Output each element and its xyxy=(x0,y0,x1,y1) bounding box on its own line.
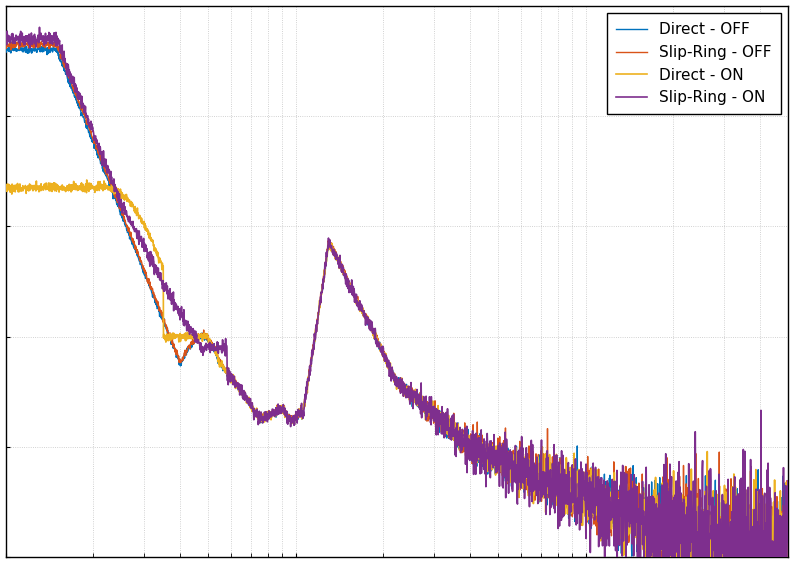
Direct - ON xyxy=(137,215,146,222)
Slip-Ring - ON xyxy=(91,133,100,140)
Legend: Direct - OFF, Slip-Ring - OFF, Direct - ON, Slip-Ring - ON: Direct - OFF, Slip-Ring - OFF, Direct - … xyxy=(607,13,781,114)
Line: Direct - ON: Direct - ON xyxy=(6,180,788,557)
Slip-Ring - ON xyxy=(301,384,310,391)
Direct - ON xyxy=(784,530,793,537)
Slip-Ring - ON xyxy=(137,236,146,243)
Slip-Ring - OFF xyxy=(335,260,345,267)
Direct - OFF xyxy=(1,44,10,51)
Slip-Ring - ON xyxy=(35,24,44,30)
Direct - OFF xyxy=(301,391,310,398)
Slip-Ring - OFF xyxy=(137,258,146,265)
Line: Slip-Ring - ON: Slip-Ring - ON xyxy=(6,27,788,557)
Slip-Ring - OFF xyxy=(18,38,28,44)
Slip-Ring - OFF xyxy=(91,138,100,145)
Slip-Ring - OFF xyxy=(634,553,643,560)
Line: Slip-Ring - OFF: Slip-Ring - OFF xyxy=(6,41,788,557)
Direct - ON xyxy=(1,187,10,194)
Slip-Ring - OFF xyxy=(684,553,694,560)
Direct - OFF xyxy=(335,264,345,271)
Direct - ON xyxy=(301,390,310,396)
Direct - ON xyxy=(635,553,645,560)
Slip-Ring - ON xyxy=(600,553,610,560)
Slip-Ring - ON xyxy=(1,37,10,44)
Slip-Ring - OFF xyxy=(301,387,310,394)
Direct - ON xyxy=(684,511,694,518)
Slip-Ring - OFF xyxy=(769,548,778,555)
Direct - ON xyxy=(335,262,345,269)
Line: Direct - OFF: Direct - OFF xyxy=(6,46,788,557)
Direct - ON xyxy=(91,185,100,191)
Slip-Ring - ON xyxy=(684,553,694,560)
Slip-Ring - ON xyxy=(335,252,345,259)
Slip-Ring - OFF xyxy=(1,40,10,47)
Slip-Ring - ON xyxy=(769,540,778,547)
Direct - OFF xyxy=(137,262,146,269)
Direct - OFF xyxy=(643,553,653,560)
Slip-Ring - ON xyxy=(784,553,793,560)
Direct - OFF xyxy=(769,553,778,560)
Direct - OFF xyxy=(784,506,793,513)
Direct - OFF xyxy=(21,42,30,49)
Direct - OFF xyxy=(91,143,100,150)
Direct - ON xyxy=(82,177,91,184)
Slip-Ring - OFF xyxy=(784,526,793,533)
Direct - ON xyxy=(769,499,778,506)
Direct - OFF xyxy=(684,511,694,517)
